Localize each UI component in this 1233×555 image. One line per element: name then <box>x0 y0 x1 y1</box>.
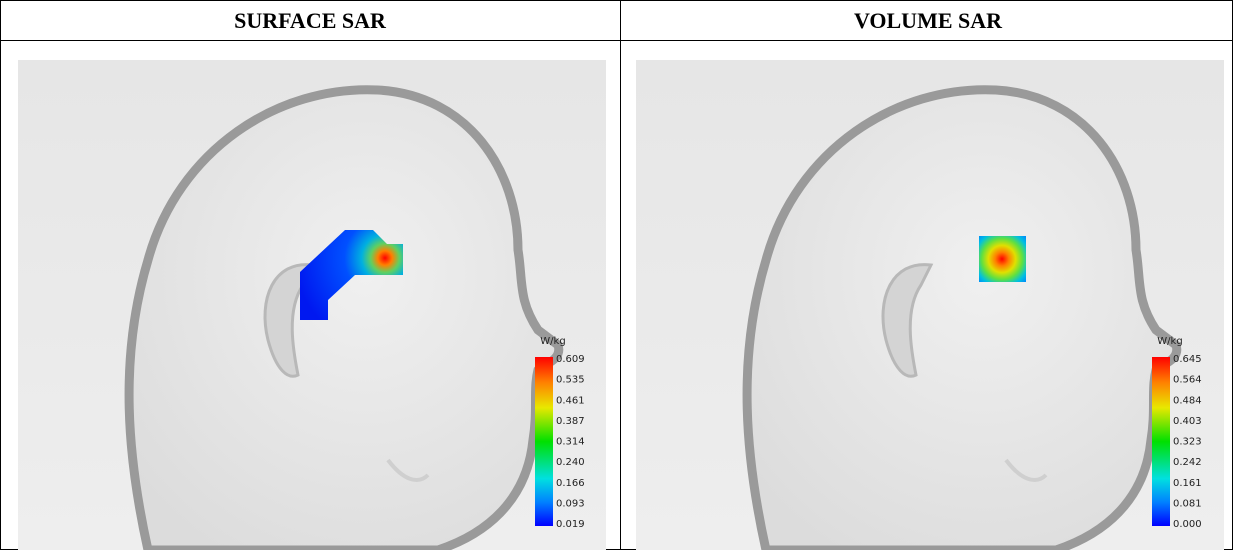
volume-sar-image <box>636 60 1224 550</box>
scale-label: 0.387 <box>556 416 585 427</box>
scale-label: 0.323 <box>1173 437 1202 448</box>
scale-label: 0.314 <box>556 437 585 448</box>
scale-label: 0.240 <box>556 457 585 468</box>
scale-label: 0.564 <box>1173 375 1202 386</box>
color-bar <box>1152 357 1170 526</box>
scale-label: 0.535 <box>556 375 585 386</box>
page: SURFACE SAR VOLUME SAR W/kg 0.609 0.535 0.4… <box>0 0 1233 550</box>
sar-distribution <box>979 236 1026 282</box>
scale-label: 0.484 <box>1173 395 1202 406</box>
scale-label: 0.461 <box>556 395 585 406</box>
unit-label: W/kg <box>540 336 565 347</box>
scale-label: 0.161 <box>1173 478 1202 489</box>
unit-label: W/kg <box>1157 336 1182 347</box>
column-header: VOLUME SAR <box>854 8 1003 33</box>
scale-label: 0.166 <box>556 478 585 489</box>
scale-label: 0.019 <box>556 519 585 530</box>
scale-label: 0.403 <box>1173 416 1202 427</box>
color-bar <box>535 357 553 526</box>
scale-label: 0.242 <box>1173 457 1202 468</box>
scale-label: 0.000 <box>1173 519 1202 530</box>
scale-label: 0.093 <box>556 498 585 509</box>
scale-label: 0.645 <box>1173 354 1202 365</box>
scale-label: 0.081 <box>1173 498 1202 509</box>
column-header: SURFACE SAR <box>234 8 387 33</box>
surface-sar-image <box>18 60 606 550</box>
scale-label: 0.609 <box>556 354 585 365</box>
